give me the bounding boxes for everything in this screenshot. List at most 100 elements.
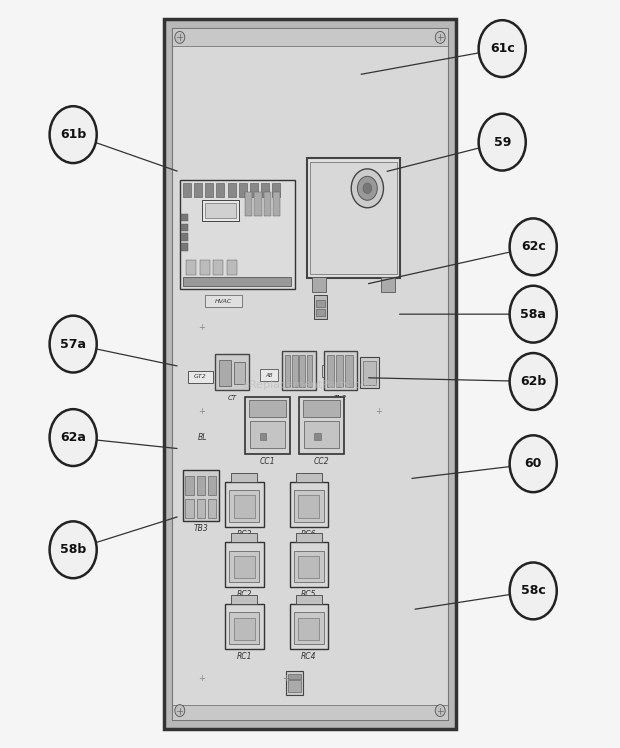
Bar: [245, 397, 290, 453]
Circle shape: [510, 218, 557, 275]
Text: 61b: 61b: [60, 128, 86, 141]
Bar: [225, 604, 264, 649]
Bar: [260, 370, 278, 381]
Bar: [249, 400, 286, 417]
Bar: [294, 551, 324, 582]
Bar: [205, 183, 213, 197]
Bar: [260, 432, 266, 440]
Bar: [290, 542, 328, 587]
Bar: [219, 360, 231, 386]
Circle shape: [479, 20, 526, 77]
Circle shape: [510, 353, 557, 410]
Bar: [316, 309, 325, 316]
Bar: [188, 370, 213, 382]
Bar: [288, 680, 301, 692]
Text: RC4: RC4: [301, 652, 316, 661]
Bar: [264, 192, 271, 216]
Text: RC5: RC5: [301, 590, 316, 599]
Circle shape: [510, 286, 557, 343]
Bar: [250, 421, 285, 447]
Bar: [298, 495, 319, 518]
Bar: [292, 355, 298, 387]
Text: 62a: 62a: [60, 431, 86, 444]
Text: +: +: [374, 407, 382, 416]
Circle shape: [479, 114, 526, 171]
Bar: [245, 192, 252, 216]
Bar: [324, 352, 356, 390]
Bar: [231, 473, 257, 482]
Bar: [216, 183, 224, 197]
Text: +: +: [198, 674, 205, 683]
Circle shape: [351, 169, 383, 208]
Bar: [208, 500, 216, 518]
Bar: [310, 162, 397, 275]
Bar: [299, 397, 344, 453]
Bar: [205, 295, 242, 307]
Bar: [327, 355, 334, 387]
Bar: [381, 277, 395, 292]
Text: GT2: GT2: [194, 374, 206, 379]
Text: AB: AB: [265, 373, 273, 378]
Bar: [183, 183, 191, 197]
Text: +: +: [198, 323, 205, 332]
Text: RC2: RC2: [237, 590, 252, 599]
Bar: [294, 490, 324, 521]
Bar: [181, 224, 188, 231]
Bar: [231, 595, 257, 604]
Circle shape: [510, 435, 557, 492]
Text: TB3: TB3: [193, 524, 208, 533]
Text: Tb2: Tb2: [334, 395, 347, 401]
Text: CC2: CC2: [314, 456, 330, 465]
Bar: [261, 183, 269, 197]
Circle shape: [50, 106, 97, 163]
Bar: [322, 365, 339, 377]
Text: +: +: [282, 674, 290, 683]
Text: 58b: 58b: [60, 543, 86, 557]
Bar: [231, 533, 257, 542]
Text: 59: 59: [494, 135, 511, 149]
Text: 57a: 57a: [60, 337, 86, 351]
Bar: [180, 180, 294, 289]
Bar: [273, 192, 280, 216]
Bar: [314, 295, 327, 319]
Bar: [304, 421, 339, 447]
Bar: [185, 476, 194, 494]
Bar: [213, 260, 223, 275]
Bar: [307, 355, 312, 387]
Bar: [172, 28, 448, 46]
Text: CT: CT: [228, 395, 236, 401]
Bar: [307, 159, 400, 278]
Text: CC1: CC1: [259, 456, 275, 465]
Circle shape: [175, 705, 185, 717]
Text: 58c: 58c: [521, 584, 546, 598]
Bar: [183, 470, 219, 521]
Bar: [272, 183, 280, 197]
Text: BL: BL: [198, 433, 208, 442]
Bar: [312, 277, 326, 292]
Text: +: +: [232, 203, 239, 212]
Circle shape: [175, 31, 185, 43]
Bar: [197, 500, 205, 518]
Text: RC6: RC6: [301, 530, 316, 539]
Bar: [250, 183, 258, 197]
Bar: [172, 28, 448, 720]
Bar: [288, 674, 301, 678]
Bar: [194, 183, 202, 197]
Bar: [197, 476, 205, 494]
Bar: [172, 705, 448, 720]
Text: 62b: 62b: [520, 375, 546, 388]
Bar: [181, 214, 188, 221]
Text: 61c: 61c: [490, 42, 515, 55]
Bar: [360, 357, 379, 388]
Bar: [229, 613, 259, 644]
Circle shape: [510, 562, 557, 619]
Text: RT: RT: [327, 369, 334, 373]
Bar: [185, 500, 194, 518]
Circle shape: [50, 316, 97, 373]
Bar: [215, 355, 249, 390]
Bar: [228, 183, 236, 197]
Bar: [363, 361, 376, 385]
Text: 58a: 58a: [520, 307, 546, 321]
Bar: [205, 203, 236, 218]
Bar: [336, 355, 343, 387]
